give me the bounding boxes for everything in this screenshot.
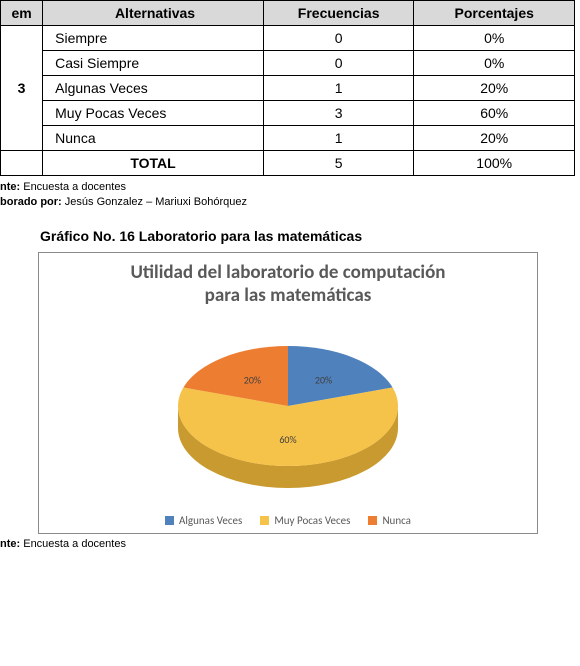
header-item: em xyxy=(1,1,43,26)
cell-pct: 0% xyxy=(414,51,575,76)
table-total-row: TOTAL 5 100% xyxy=(1,151,575,176)
legend-label: Nunca xyxy=(382,514,411,527)
legend-swatch xyxy=(368,516,377,525)
source-label: nte: xyxy=(0,181,20,193)
cell-freq: 0 xyxy=(263,51,414,76)
item-number: 3 xyxy=(1,26,43,151)
table-row: Muy Pocas Veces 3 60% xyxy=(1,101,575,126)
chart-title-line1: Utilidad del laboratorio de computación xyxy=(39,261,537,285)
table-row: 3 Siempre 0 0% xyxy=(1,26,575,51)
pie-chart: Utilidad del laboratorio de computación … xyxy=(38,252,538,535)
table-row: Casi Siempre 0 0% xyxy=(1,51,575,76)
total-pct: 100% xyxy=(414,151,575,176)
author-text: Jesús Gonzalez – Mariuxi Bohórquez xyxy=(62,196,247,208)
source-label: nte: xyxy=(0,538,20,550)
legend-label: Algunas Veces xyxy=(179,514,242,527)
chart-legend: Algunas Veces Muy Pocas Veces Nunca xyxy=(39,514,537,527)
chart-source: nte: Encuesta a docentes xyxy=(0,537,580,552)
total-label: TOTAL xyxy=(43,151,264,176)
legend-item: Nunca xyxy=(368,514,411,527)
author-label: borado por: xyxy=(0,196,62,208)
cell-alt: Casi Siempre xyxy=(43,51,264,76)
source-text: Encuesta a docentes xyxy=(20,181,126,193)
cell-freq: 3 xyxy=(263,101,414,126)
cell-pct: 20% xyxy=(414,76,575,101)
table-row: Algunas Veces 1 20% xyxy=(1,76,575,101)
header-alternatives: Alternativas xyxy=(43,1,264,26)
table-row: Nunca 1 20% xyxy=(1,126,575,151)
chart-title: Utilidad del laboratorio de computación … xyxy=(39,261,537,309)
cell-pct: 20% xyxy=(414,126,575,151)
source-text: Encuesta a docentes xyxy=(20,538,126,550)
cell-freq: 1 xyxy=(263,126,414,151)
chart-caption: Gráfico No. 16 Laboratorio para las mate… xyxy=(40,228,580,244)
cell-pct: 0% xyxy=(414,26,575,51)
data-table: em Alternativas Frecuencias Porcentajes … xyxy=(0,0,575,176)
pie-slice-label: 20% xyxy=(315,373,332,386)
cell-pct: 60% xyxy=(414,101,575,126)
cell-freq: 1 xyxy=(263,76,414,101)
pie-slice-label: 20% xyxy=(244,373,261,386)
legend-item: Muy Pocas Veces xyxy=(260,514,350,527)
table-source: nte: Encuesta a docentes borado por: Jes… xyxy=(0,180,580,210)
legend-swatch xyxy=(165,516,174,525)
total-freq: 5 xyxy=(263,151,414,176)
cell-alt: Algunas Veces xyxy=(43,76,264,101)
cell-alt: Nunca xyxy=(43,126,264,151)
legend-label: Muy Pocas Veces xyxy=(274,514,350,527)
cell-alt: Siempre xyxy=(43,26,264,51)
pie-slice-label: 60% xyxy=(279,433,296,446)
cell-alt: Muy Pocas Veces xyxy=(43,101,264,126)
header-frequencies: Frecuencias xyxy=(263,1,414,26)
header-percentages: Porcentajes xyxy=(414,1,575,26)
chart-title-line2: para las matemáticas xyxy=(39,284,537,308)
pie-svg: 20% 60% 20% xyxy=(138,318,438,508)
cell-freq: 0 xyxy=(263,26,414,51)
legend-swatch xyxy=(260,516,269,525)
legend-item: Algunas Veces xyxy=(165,514,242,527)
